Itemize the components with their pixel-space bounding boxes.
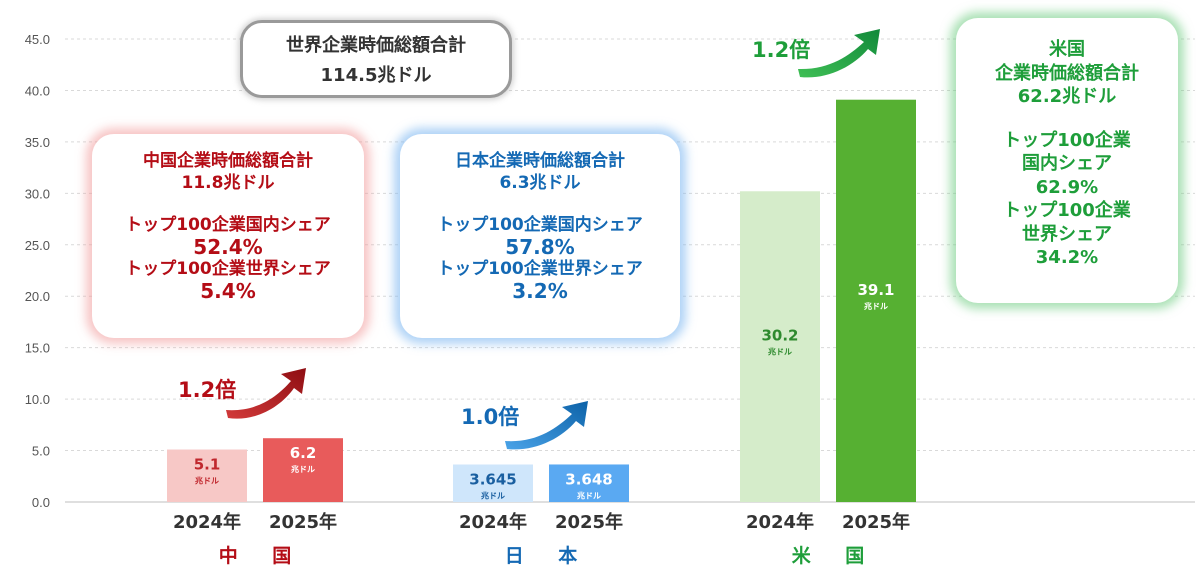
us-world-share-title-2: 世界シェア xyxy=(1022,223,1112,245)
x-tick-label: 2024年 xyxy=(459,511,527,533)
bar-value-label: 3.645 xyxy=(469,470,516,488)
china-world-share-value: 5.4% xyxy=(200,279,256,303)
china-domestic-share-value: 52.4% xyxy=(193,235,263,259)
world-total-value: 114.5兆ドル xyxy=(320,65,432,86)
world-total-title: 世界企業時価総額合計 xyxy=(286,35,466,56)
bar xyxy=(549,464,629,502)
china-growth-arrow-icon xyxy=(226,368,306,419)
group-label: 米 国 xyxy=(792,544,879,567)
china-world-share-title: トップ100企業世界シェア xyxy=(125,259,331,279)
x-tick-label: 2025年 xyxy=(269,511,337,533)
bar-value-label: 30.2 xyxy=(761,327,798,345)
us-total-title: 企業時価総額合計 xyxy=(995,62,1139,84)
japan-world-share-title: トップ100企業世界シェア xyxy=(437,259,643,279)
y-tick-label: 25.0 xyxy=(25,238,50,253)
bar-unit-label: 兆ドル xyxy=(195,476,219,486)
y-tick-label: 0.0 xyxy=(32,495,50,510)
world-total-callout: 世界企業時価総額合計 114.5兆ドル xyxy=(240,20,512,98)
y-tick-label: 40.0 xyxy=(25,83,50,98)
bar xyxy=(453,464,533,502)
y-axis: 0.0 5.0 10.0 15.0 20.0 25.0 30.0 35.0 40.0 45.0 xyxy=(25,32,50,510)
bar-value-label: 6.2 xyxy=(290,444,317,462)
us-domestic-share-title-1: トップ100企業 xyxy=(1003,129,1131,151)
us-callout: 米国 企業時価総額合計 62.2兆ドル トップ100企業 国内シェア 62.9%… xyxy=(956,18,1178,303)
bar xyxy=(740,191,820,502)
china-growth-label: 1.2倍 xyxy=(178,378,237,402)
bar-unit-label: 兆ドル xyxy=(577,490,601,500)
y-tick-label: 30.0 xyxy=(25,186,50,201)
china-total-value: 11.8兆ドル xyxy=(181,173,275,193)
china-total-title: 中国企業時価総額合計 xyxy=(143,151,313,171)
us-growth-label: 1.2倍 xyxy=(752,38,811,62)
bar xyxy=(836,99,916,503)
bar-unit-label: 兆ドル xyxy=(864,301,888,311)
bar-unit-label: 兆ドル xyxy=(291,464,315,474)
japan-total-value: 6.3兆ドル xyxy=(499,173,581,193)
japan-growth-label: 1.0倍 xyxy=(461,405,520,429)
us-domestic-share-title-2: 国内シェア xyxy=(1022,153,1112,174)
x-tick-label: 2025年 xyxy=(842,511,910,533)
us-domestic-share-value: 62.9% xyxy=(1035,176,1099,198)
bar-value-label: 5.1 xyxy=(194,456,221,474)
japan-world-share-value: 3.2% xyxy=(512,279,568,303)
bar xyxy=(263,438,343,502)
china-domestic-share-title: トップ100企業国内シェア xyxy=(125,215,331,235)
y-tick-label: 10.0 xyxy=(25,392,50,407)
us-title: 米国 xyxy=(1049,39,1085,60)
group-label: 日 本 xyxy=(505,544,592,567)
china-callout: 中国企業時価総額合計 11.8兆ドル トップ100企業国内シェア 52.4% ト… xyxy=(92,134,364,338)
us-world-share-value: 34.2% xyxy=(1035,247,1099,268)
bar-value-label: 39.1 xyxy=(857,281,894,299)
bar xyxy=(167,449,247,502)
bar-value-label: 3.648 xyxy=(565,470,612,488)
us-world-share-title-1: トップ100企業 xyxy=(1003,200,1131,221)
y-tick-label: 35.0 xyxy=(25,135,50,150)
y-tick-label: 45.0 xyxy=(25,32,50,47)
y-tick-label: 15.0 xyxy=(25,341,50,356)
japan-callout: 日本企業時価総額合計 6.3兆ドル トップ100企業国内シェア 57.8% トッ… xyxy=(400,134,680,338)
bar-unit-label: 兆ドル xyxy=(481,490,505,500)
x-tick-label: 2025年 xyxy=(555,511,623,533)
y-tick-label: 5.0 xyxy=(32,444,50,459)
japan-growth-arrow-icon xyxy=(505,401,588,450)
bars: 5.1 兆ドル 6.2 兆ドル 3.645 兆ドル 3.648 兆ドル 30.2 兆ドル 39.1 兆… xyxy=(167,99,916,503)
japan-domestic-share-title: トップ100企業国内シェア xyxy=(437,215,643,235)
y-tick-label: 20.0 xyxy=(25,289,50,304)
japan-domestic-share-value: 57.8% xyxy=(505,235,575,259)
group-label: 中 国 xyxy=(219,544,306,567)
x-tick-label: 2024年 xyxy=(173,511,241,533)
x-tick-label: 2024年 xyxy=(746,511,814,533)
us-growth-arrow-icon xyxy=(798,29,880,78)
japan-total-title: 日本企業時価総額合計 xyxy=(455,151,625,171)
bar-unit-label: 兆ドル xyxy=(768,347,792,357)
us-total-value: 62.2兆ドル xyxy=(1017,86,1117,107)
